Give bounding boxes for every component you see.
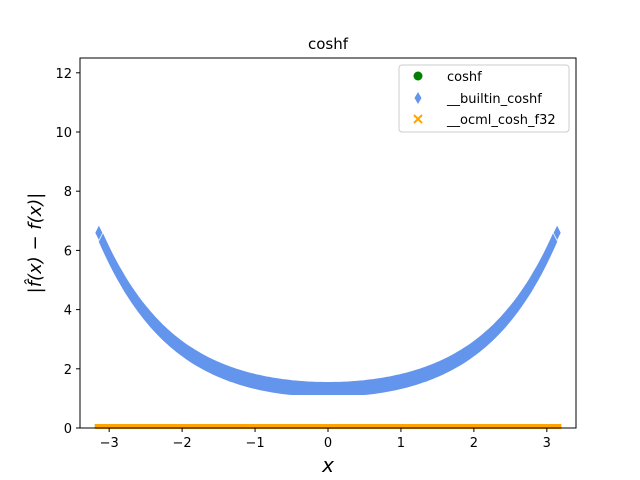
y-tick-label: 10 <box>55 126 72 141</box>
x-axis: −3 −2 −1 0 1 2 3 <box>100 428 551 451</box>
x-tick-label: −1 <box>245 436 264 451</box>
y-axis: 0 2 4 6 8 10 12 <box>55 67 80 437</box>
x-tick-label: 1 <box>397 436 405 451</box>
legend: coshf __builtin_coshf __ocml_cosh_f32 <box>398 64 570 133</box>
y-tick-label: 12 <box>55 67 72 82</box>
plot-area <box>94 223 562 429</box>
legend-label: __ocml_cosh_f32 <box>446 113 556 128</box>
y-axis-label: |f̂(x) − f(x)| <box>25 193 46 294</box>
chart-title: coshf <box>308 35 349 53</box>
legend-label: __builtin_coshf <box>446 92 542 107</box>
legend-label: coshf <box>447 70 482 85</box>
legend-marker-diamond <box>414 92 422 104</box>
y-tick-label: 2 <box>64 363 72 378</box>
x-tick-label: −3 <box>100 436 119 451</box>
y-tick-label: 8 <box>64 185 72 200</box>
x-tick-label: 0 <box>324 436 332 451</box>
series-builtin-coshf-end-marker <box>94 223 104 242</box>
legend-marker-circle <box>413 71 423 81</box>
series-builtin-coshf-end-marker <box>552 223 562 242</box>
legend-marker-x <box>413 114 423 124</box>
legend-frame <box>398 64 570 133</box>
series-ocml-cosh-f32 <box>94 424 562 429</box>
x-tick-label: 2 <box>470 436 478 451</box>
x-tick-label: −2 <box>173 436 192 451</box>
series-builtin-coshf <box>97 225 559 395</box>
y-tick-label: 0 <box>64 422 72 437</box>
x-axis-label: x <box>321 453 334 477</box>
y-tick-label: 4 <box>64 304 72 319</box>
x-tick-label: 3 <box>543 436 551 451</box>
y-tick-label: 6 <box>64 244 72 259</box>
